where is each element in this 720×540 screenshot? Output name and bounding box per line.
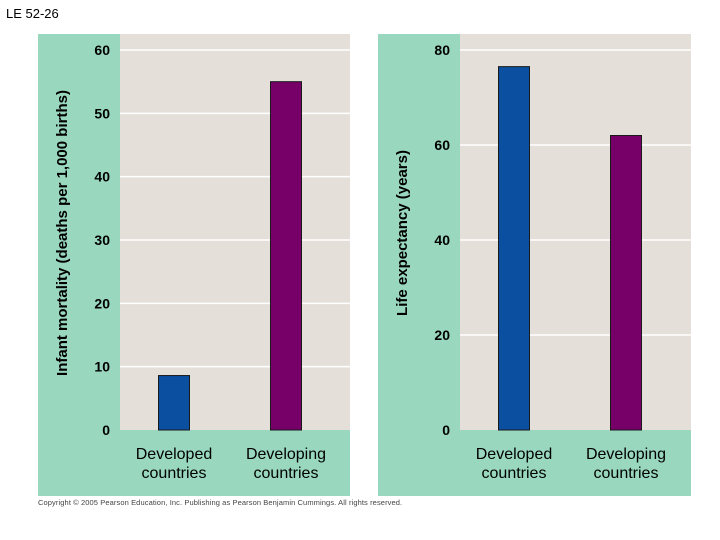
y-tick-label: 10 [94, 359, 110, 375]
y-tick-label: 60 [94, 42, 110, 58]
bar-developing [610, 135, 642, 431]
plot-area [460, 34, 691, 430]
y-tick-label: 50 [94, 105, 110, 121]
y-tick-label: 20 [434, 327, 450, 343]
y-tick-label: 40 [94, 169, 110, 185]
plot-area [120, 34, 350, 430]
y-tick-label: 30 [94, 232, 110, 248]
category-label: Developed countries [476, 446, 553, 482]
category-label: Developing countries [246, 446, 326, 482]
y-tick-label: 0 [102, 422, 110, 438]
y-tick-label: 40 [434, 232, 450, 248]
y-axis-label: Life expectancy (years) [394, 150, 411, 316]
bar-developing [270, 81, 302, 431]
bar-developed [158, 375, 190, 431]
infant-mortality-chart: 0 10 20 30 40 50 60 Developed countries Developi… [38, 34, 350, 496]
y-axis-label: Infant mortality (deaths per 1,000 birth… [54, 90, 71, 376]
y-tick-label: 80 [434, 42, 450, 58]
y-tick-label: 0 [442, 422, 450, 438]
category-label: Developing countries [586, 446, 666, 482]
y-tick-label: 60 [434, 137, 450, 153]
y-tick-label: 20 [94, 295, 110, 311]
category-label: Developed countries [136, 446, 213, 482]
figure-label: LE 52-26 [6, 6, 59, 21]
bar-developed [498, 66, 530, 431]
copyright-notice: Copyright © 2005 Pearson Education, Inc.… [38, 498, 403, 507]
life-expectancy-chart: 0 20 40 60 80 Developed countries Developing co… [378, 34, 691, 496]
